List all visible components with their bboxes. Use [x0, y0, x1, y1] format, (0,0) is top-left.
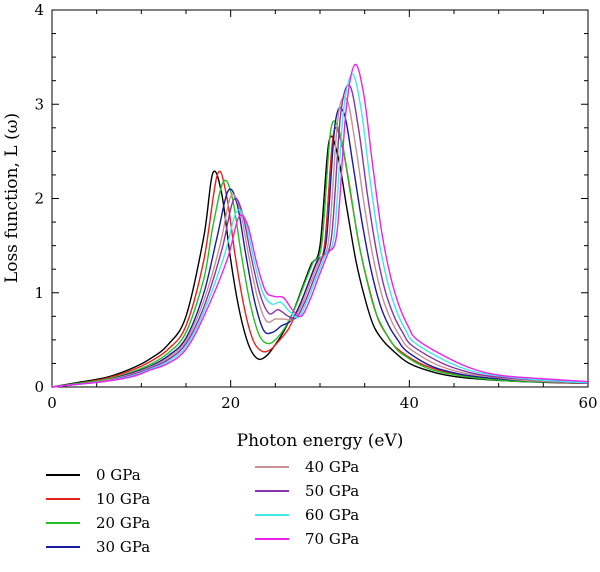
y-tick-label: 3: [34, 95, 44, 113]
y-axis-title: Loss function, L (ω): [2, 113, 22, 283]
series-line: [51, 135, 589, 388]
legend-label: 10 GPa: [96, 490, 150, 508]
axis-ticks: 0 20 40 60 0 1 2 3 4: [34, 1, 597, 412]
x-axis-title: Photon energy (eV): [237, 431, 404, 451]
legend-label: 0 GPa: [96, 466, 141, 484]
legend-label: 30 GPa: [96, 538, 150, 556]
y-tick-label: 1: [34, 284, 44, 302]
legend-label: 60 GPa: [305, 506, 359, 524]
series-line: [51, 84, 589, 388]
series-line: [51, 96, 589, 388]
legend-label: 70 GPa: [305, 530, 359, 548]
y-tick-label: 4: [34, 1, 44, 19]
series-lines: [51, 63, 590, 388]
series-line: [51, 120, 589, 388]
y-tick-label: 2: [34, 190, 44, 208]
x-tick-label: 40: [400, 394, 419, 412]
x-tick-label: 0: [47, 394, 57, 412]
plot-frame: [51, 9, 589, 388]
series-line: [51, 63, 590, 388]
legend: 0 GPa 10 GPa 20 GPa 30 GPa 40 GPa 50 GPa 60 GP…: [46, 458, 359, 556]
y-tick-label: 0: [34, 378, 44, 396]
series-line: [51, 73, 589, 388]
series-line: [51, 107, 589, 388]
x-tick-label: 60: [578, 394, 597, 412]
legend-label: 50 GPa: [305, 482, 359, 500]
x-tick-label: 20: [221, 394, 240, 412]
legend-label: 40 GPa: [305, 458, 359, 476]
legend-label: 20 GPa: [96, 514, 150, 532]
